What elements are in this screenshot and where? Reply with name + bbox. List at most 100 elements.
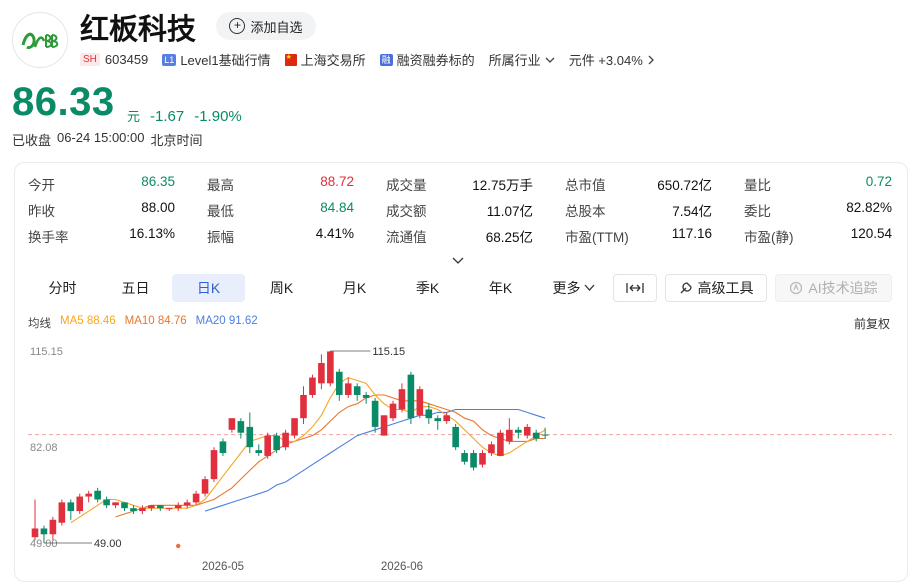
stat-item: 流通值 68.25亿: [386, 226, 533, 246]
change-amount: -1.67: [150, 108, 185, 125]
adjust-mode-button[interactable]: 前复权: [854, 317, 891, 331]
candle-body: [148, 505, 155, 509]
tab-period[interactable]: 年K: [464, 274, 537, 302]
ai-icon: [790, 281, 803, 295]
candle-body: [31, 528, 39, 538]
level1-label: Level1基础行情: [180, 53, 271, 68]
tab-period[interactable]: 周K: [245, 274, 318, 302]
tab-period[interactable]: 五日: [99, 274, 172, 302]
tab-period[interactable]: 更多: [537, 274, 610, 302]
candle-body: [532, 432, 540, 439]
candle-body: [130, 508, 137, 512]
candle-body: [94, 490, 101, 500]
ma5-line: [70, 376, 546, 524]
stat-value: 117.16: [671, 226, 712, 241]
stat-item: 市盈(静) 120.54: [744, 226, 892, 246]
level1-tag[interactable]: L1 Level1基础行情: [162, 50, 271, 69]
tab-period[interactable]: 分时: [26, 274, 99, 302]
stat-value: 84.84: [320, 200, 354, 215]
x-tick-label: 2026-05: [202, 561, 244, 573]
candle-body: [201, 479, 209, 494]
stat-label: 振幅: [207, 230, 234, 245]
tab-label: 更多: [552, 280, 581, 296]
margin-tag: 融 融资融券标的: [379, 50, 475, 69]
stat-value: 7.54亿: [672, 204, 712, 219]
stat-label: 成交额: [386, 204, 427, 219]
industry-link[interactable]: 元件 +3.04%: [569, 50, 655, 69]
stat-label: 市盈(TTM): [565, 230, 629, 245]
stat-label: 昨收: [28, 204, 55, 219]
stat-value: 16.13%: [129, 226, 175, 241]
candle-body: [353, 386, 361, 395]
stat-label: 市盈(静): [744, 230, 794, 245]
stat-item: 最低 84.84: [207, 200, 354, 220]
stat-item: 成交额 11.07亿: [386, 200, 533, 220]
stat-value: 12.75万手: [472, 178, 533, 193]
candle-body: [264, 435, 271, 456]
y-tick-label: 115.15: [30, 346, 63, 358]
candle-body: [461, 453, 468, 462]
add-watchlist-button[interactable]: + 添加自选: [216, 12, 316, 40]
status-text: 已收盘: [12, 133, 52, 148]
candle-body: [174, 505, 182, 509]
ma10-label: MA10 84.76: [124, 315, 187, 327]
candle-body: [407, 374, 415, 419]
candle-body: [183, 502, 191, 506]
margin-badge-icon: 融: [379, 53, 393, 66]
candle-body: [344, 383, 352, 395]
ma5-label: MA5 88.46: [60, 315, 116, 327]
ma-legend: 均线 MA5 88.46 MA10 84.76 MA20 91.62: [28, 315, 258, 331]
candle-body: [497, 432, 504, 456]
advanced-tools-button[interactable]: 高级工具: [665, 274, 767, 302]
candle-body: [291, 418, 298, 436]
tools-icon: [680, 282, 692, 294]
stat-label: 总市值: [565, 178, 606, 193]
candle-body: [452, 426, 459, 448]
candle-body: [389, 403, 397, 419]
period-tabs: 分时 五日 日K 周K 月K 季K 年K 更多: [26, 274, 610, 302]
stat-item: 最高 88.72: [207, 174, 354, 194]
industry-label: 所属行业: [488, 53, 541, 68]
ai-tracking-button[interactable]: AI技术追踪: [775, 274, 892, 302]
plus-circle-icon: +: [229, 18, 246, 34]
stat-value: 68.25亿: [485, 230, 533, 245]
industry-dropdown[interactable]: 所属行业: [489, 50, 555, 69]
candle-body: [282, 432, 289, 448]
candle-body: [327, 351, 334, 384]
candle-body: [541, 434, 549, 436]
exchange-label: 上海交易所: [300, 53, 366, 68]
candle-body: [49, 519, 57, 535]
candle-body: [219, 441, 227, 454]
candle-body: [515, 429, 522, 433]
tab-period[interactable]: 月K: [318, 274, 391, 302]
tab-label: 五日: [121, 280, 150, 296]
y-tick-label: 49.00: [30, 538, 58, 550]
x-tick-label: 2026-06: [381, 561, 423, 573]
industry-value: 元件 +3.04%: [568, 53, 643, 68]
fit-width-button[interactable]: [613, 274, 657, 302]
candle-body: [103, 499, 110, 506]
candle-body: [309, 377, 316, 395]
chevron-down-icon: [584, 284, 594, 291]
candle-body: [488, 444, 495, 454]
tab-period[interactable]: 季K: [391, 274, 464, 302]
stock-code: 603459: [104, 52, 149, 67]
max-price-label: 115.15: [372, 346, 405, 358]
market-status: 已收盘 06-24 15:00:00 北京时间: [12, 130, 203, 149]
stat-item: 振幅 4.41%: [207, 226, 354, 246]
china-flag-icon: [284, 53, 297, 66]
stat-value: 0.72: [865, 174, 892, 189]
chevron-down-icon: [452, 257, 464, 264]
tab-period[interactable]: 日K: [172, 274, 245, 302]
tab-label: 日K: [196, 280, 221, 296]
exchange-tag: 上海交易所: [284, 50, 366, 69]
margin-label: 融资融券标的: [396, 53, 475, 68]
candle-body: [273, 435, 280, 451]
expand-stats-button[interactable]: [452, 252, 464, 270]
tab-label: 分时: [48, 280, 77, 296]
price-change: 元 -1.67 -1.90%: [127, 106, 242, 125]
candle-body: [228, 418, 236, 430]
candle-body: [398, 389, 406, 410]
stat-label: 成交量: [386, 178, 427, 193]
